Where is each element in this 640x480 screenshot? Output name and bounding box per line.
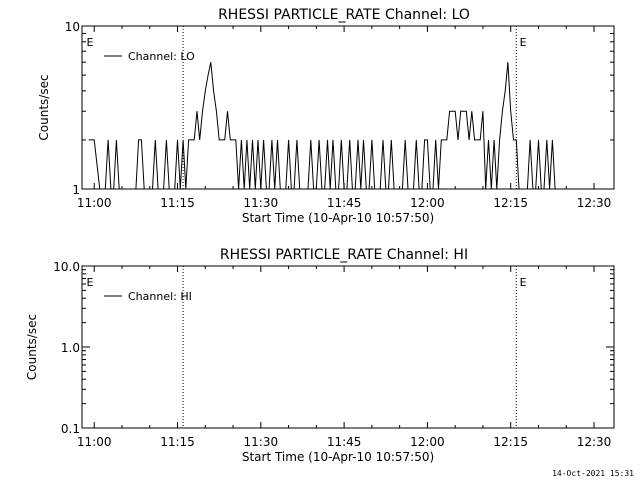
lo-event-marker: E <box>86 36 93 49</box>
lo-x-tick-label: 11:15 <box>160 196 195 210</box>
lo-x-tick-label: 12:00 <box>410 196 445 210</box>
hi-x-tick-label: 11:00 <box>77 435 112 449</box>
lo-y-tick-label: 10 <box>65 20 80 34</box>
hi-x-tick-label: 12:30 <box>577 435 612 449</box>
lo-x-tick-label: 12:30 <box>577 196 612 210</box>
lo-y-axis-label: Counts/sec <box>37 74 51 140</box>
lo-series-line <box>88 62 600 190</box>
plot-timestamp: 14-Oct-2021 15:31 <box>552 469 634 478</box>
lo-x-tick-label: 11:45 <box>327 196 362 210</box>
lo-x-tick-label: 11:30 <box>244 196 279 210</box>
hi-x-tick-label: 11:15 <box>160 435 195 449</box>
lo-event-marker: E <box>520 36 527 49</box>
hi-x-tick-label: 12:15 <box>493 435 528 449</box>
hi-x-tick-label: 12:00 <box>410 435 445 449</box>
lo-legend-label: Channel: LO <box>128 50 195 63</box>
hi-event-marker: E <box>520 276 527 289</box>
hi-event-marker: E <box>86 276 93 289</box>
lo-x-tick-label: 11:00 <box>77 196 112 210</box>
hi-x-axis-label: Start Time (10-Apr-10 10:57:50) <box>242 450 434 464</box>
hi-x-tick-label: 11:30 <box>244 435 279 449</box>
hi-chart-title: RHESSI PARTICLE_RATE Channel: HI <box>220 247 468 263</box>
hi-y-tick-label: 1.0 <box>61 341 80 355</box>
hi-x-tick-label: 11:45 <box>327 435 362 449</box>
hi-y-tick-label: 0.1 <box>61 422 80 436</box>
hi-legend-label: Channel: HI <box>128 290 192 303</box>
lo-chart-title: RHESSI PARTICLE_RATE Channel: LO <box>218 7 470 23</box>
lo-x-axis-label: Start Time (10-Apr-10 10:57:50) <box>242 211 434 225</box>
lo-y-tick-label: 1 <box>72 183 80 197</box>
lo-x-tick-label: 12:15 <box>493 196 528 210</box>
hi-y-axis-label: Counts/sec <box>25 314 39 380</box>
hi-y-tick-label: 10.0 <box>53 260 80 274</box>
